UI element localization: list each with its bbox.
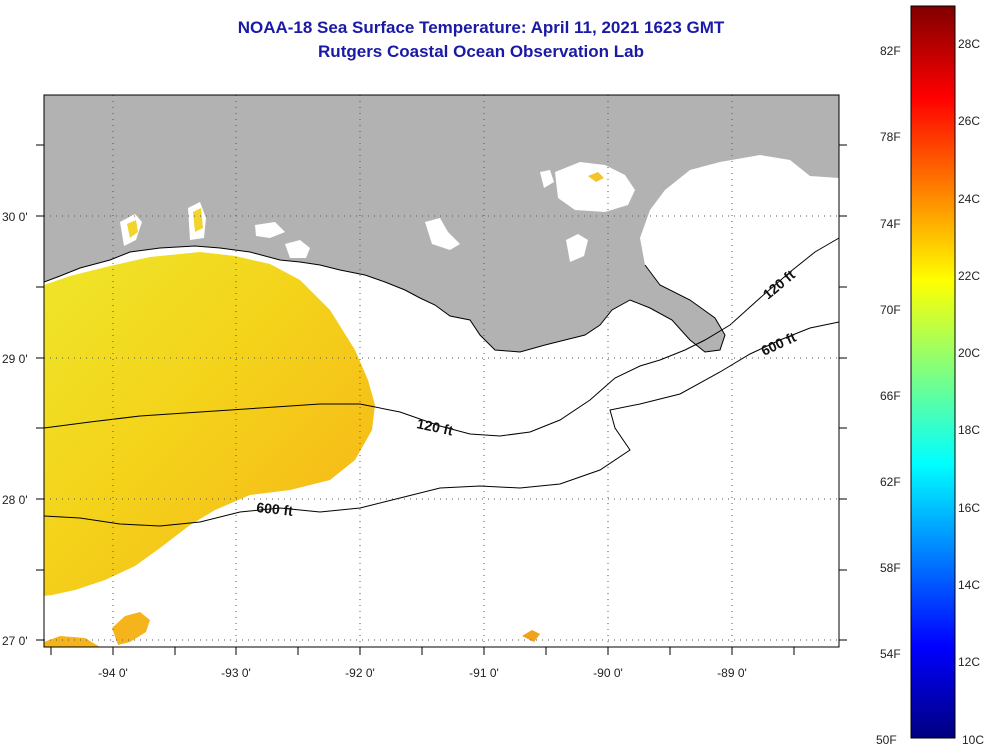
lon-label: -90 0'	[593, 666, 623, 680]
cloud-patch	[285, 240, 310, 258]
lon-label: -91 0'	[469, 666, 499, 680]
colorbar-label-f: 74F	[880, 217, 901, 231]
contour-600ft	[43, 321, 840, 527]
colorbar-label-c: 28C	[958, 37, 980, 51]
colorbar-label-f: 66F	[880, 389, 901, 403]
contour-label: 600 ft	[256, 499, 294, 519]
lon-label: -94 0'	[98, 666, 128, 680]
contour-120ft	[43, 237, 840, 437]
graticule	[44, 95, 839, 647]
colorbar-label-c: 12C	[958, 655, 980, 669]
map-title: NOAA-18 Sea Surface Temperature: April 1…	[237, 18, 725, 37]
cloud-patch	[730, 178, 839, 262]
colorbar-label-f: 78F	[880, 130, 901, 144]
colorbar-label-c: 16C	[958, 501, 980, 515]
colorbar-label-c: 24C	[958, 192, 980, 206]
colorbar-label-f: 58F	[880, 561, 901, 575]
lon-label: -92 0'	[345, 666, 375, 680]
sst-lake	[588, 172, 604, 182]
colorbar-label-c: 14C	[958, 578, 980, 592]
map-subtitle: Rutgers Coastal Ocean Observation Lab	[318, 42, 644, 61]
lat-label: 29 0'	[2, 352, 28, 366]
colorbar-label-c: 22C	[958, 269, 980, 283]
colorbar-label-f: 70F	[880, 303, 901, 317]
colorbar-label-c: 20C	[958, 346, 980, 360]
map-border	[43, 94, 840, 648]
lat-label: 28 0'	[2, 493, 28, 507]
sst-patch-south	[112, 612, 150, 645]
cloud-patch	[555, 162, 635, 212]
lat-label: 30 0'	[2, 210, 28, 224]
sst-patch-south	[44, 636, 100, 647]
colorbar-label-f: 54F	[880, 647, 901, 661]
axis-ticks	[36, 144, 847, 655]
sst-patch-south	[522, 630, 540, 642]
colorbar-label-c: 10C	[962, 733, 984, 747]
colorbar-label-c: 18C	[958, 423, 980, 437]
sst-lake	[127, 220, 138, 238]
sst-patch-west	[44, 252, 375, 596]
coastline	[44, 245, 726, 353]
cloud-patch	[566, 234, 588, 262]
cloud-patch	[540, 170, 554, 188]
colorbar-label-f: 50F	[876, 733, 897, 747]
colorbar-label-f: 82F	[880, 44, 901, 58]
cloud-patch	[255, 222, 285, 238]
cloud-patch	[425, 218, 460, 250]
colorbar-label-c: 26C	[958, 114, 980, 128]
colorbar-label-f: 62F	[880, 475, 901, 489]
contour-label: 120 ft	[415, 415, 454, 438]
temperature-colorbar	[910, 5, 956, 739]
lon-label: -93 0'	[221, 666, 251, 680]
lat-label: 27 0'	[2, 634, 28, 648]
lon-label: -89 0'	[717, 666, 747, 680]
sst-lake	[193, 208, 203, 232]
